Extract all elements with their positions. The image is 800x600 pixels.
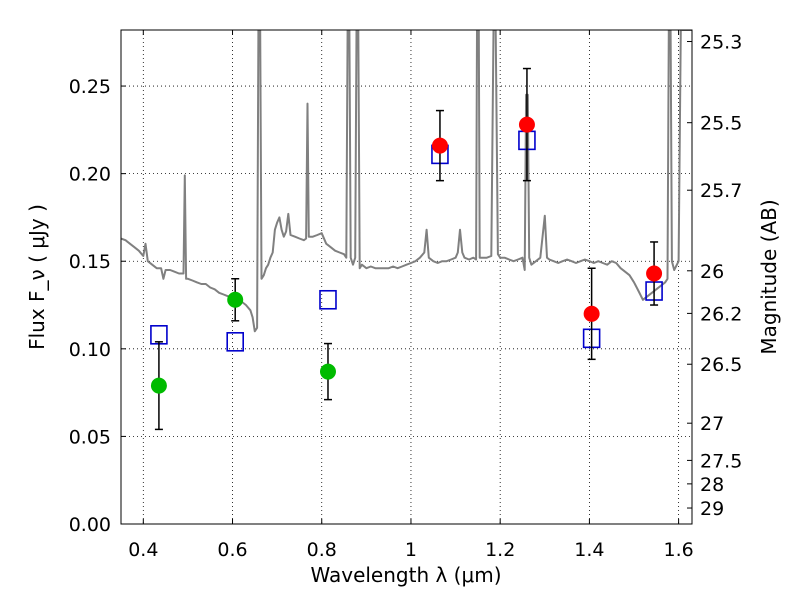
y-tick-label: 0.15 [69,251,111,273]
data-point [319,363,336,380]
right-tick-label: 26.5 [700,354,742,376]
y-tick-label: 0.00 [69,514,111,536]
right-tick-label: 25.3 [700,32,742,54]
data-point [518,116,535,133]
data-point [227,291,244,308]
right-tick-label: 28 [700,474,724,496]
data-point [150,377,167,394]
x-tick-label: 1.4 [574,539,604,561]
spectrum-line [121,30,692,333]
data-point [583,305,600,322]
right-axis-label: Magnitude (AB) [757,199,781,354]
x-tick-label: 0.6 [217,539,247,561]
y-tick-label: 0.10 [69,339,111,361]
plot-frame [120,29,693,525]
x-tick-label: 1 [405,539,417,561]
right-tick-label: 25.5 [700,113,742,135]
right-tick-label: 27.5 [700,450,742,472]
right-tick-label: 25.7 [700,180,742,202]
x-axis-label: Wavelength λ (μm) [310,563,501,587]
x-tick-label: 1.6 [664,539,694,561]
x-tick-label: 1.2 [485,539,515,561]
right-tick-label: 27 [700,413,724,435]
right-tick-label: 29 [700,498,724,520]
y-tick-label: 0.05 [69,426,111,448]
model-square [319,289,337,310]
data-point [646,265,663,282]
right-tick-label: 26 [700,261,724,283]
model-square [226,332,244,352]
y-tick-label: 0.25 [69,76,111,98]
data-point [431,137,448,154]
x-tick-label: 0.4 [128,539,158,561]
plot-area [121,30,692,431]
right-tick-label: 26.2 [700,303,742,325]
plot-clip-group [121,30,692,333]
x-tick-label: 0.8 [307,539,337,561]
y-tick-label: 0.20 [69,164,111,186]
y-axis-label: Flux F_ν ( μJy ) [25,204,49,350]
axes: 0.4 0.6 0.8 1 1.2 1.4 1.6 0.00 0.05 0.10 0.15 0.20 0… [69,30,742,561]
